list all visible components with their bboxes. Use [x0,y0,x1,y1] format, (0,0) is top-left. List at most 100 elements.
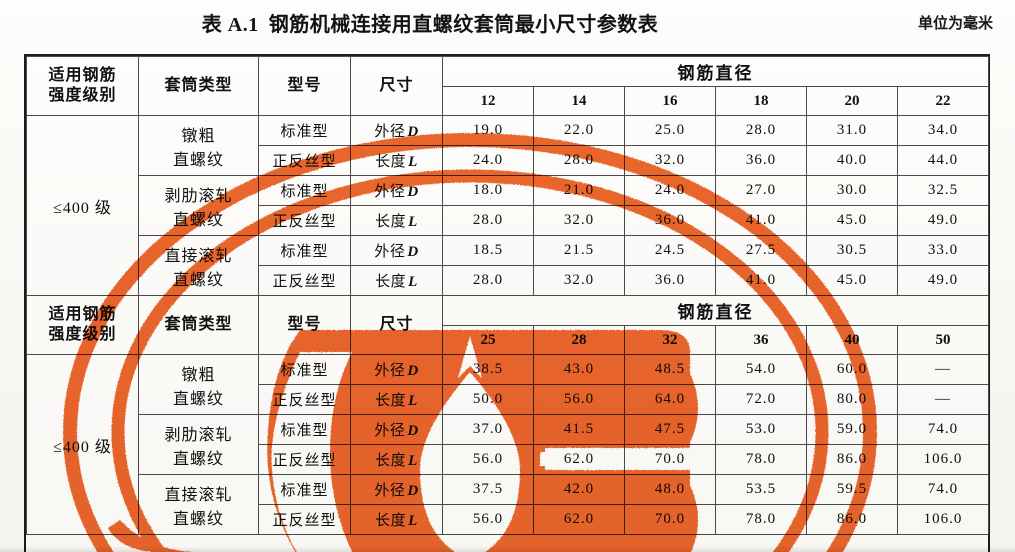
data-value: 54.0 [715,354,807,385]
data-value: 45.0 [806,265,898,296]
model-value: 标准型 [258,235,351,266]
sleeve-type-value: 镦粗 直螺纹 [138,354,259,415]
sleeve-type-line2: 直螺纹 [172,271,224,289]
table-row: 剥肋滚轧 直螺纹 标准型 外径 D 18.0 21.0 24.0 27.0 30.0 32.5 [27,175,990,236]
col-header-diameter-12: 12 [442,86,534,116]
sleeve-type-line1: 镦粗 [181,366,216,384]
data-value: 28.0 [533,145,625,176]
data-value: 28.0 [442,205,534,236]
dimension-label: 外径 [374,363,406,379]
dimension-value: 外径 D [350,175,443,206]
data-value: 22.0 [533,115,625,146]
table-row: ≤400 级镦粗 直螺纹 标准型 外径 D 19.0 22.0 25.0 28.0 31.0 34.… [26,115,990,296]
dimension-value: 长度 L [350,145,443,176]
sleeve-type-value: 剥肋滚轧 直螺纹 [138,414,259,475]
data-value: 41.5 [533,414,625,445]
data-value: 78.0 [715,504,807,535]
dimension-value: 外径 D [350,235,443,266]
data-value: 53.0 [715,414,807,445]
data-value: 70.0 [624,444,716,475]
data-value: 30.0 [806,175,898,206]
dimension-symbol: L [408,154,418,170]
dimension-symbol: L [408,393,418,409]
dimension-label: 长度 [375,274,407,290]
data-value: 37.0 [442,414,534,445]
data-value: 36.0 [624,265,716,296]
data-value: 37.5 [442,474,534,505]
data-value: 64.0 [624,384,716,415]
data-value: — [896,384,990,415]
table-header-row-top: 适用钢筋 强度级别 套筒类型 型号 尺寸 钢筋直径 [26,295,990,355]
table-row: 直接滚轧 直螺纹 标准型 外径 D 37.5 42.0 48.0 53.5 59.5 74.0 [27,474,990,535]
unit-note: 单位为毫米 [917,16,993,32]
col-header-grade-line1: 适用钢筋 [48,67,117,84]
dimension-label: 外径 [374,124,406,140]
sleeve-type-line2: 直螺纹 [172,390,224,408]
sleeve-type-line2: 直螺纹 [172,151,224,169]
table-row: ≤400 级镦粗 直螺纹 标准型 外径 D 38.5 43.0 48.5 54.0 60.0— [26,354,990,535]
data-value: 34.0 [896,115,990,146]
model-value: 正反丝型 [258,384,351,415]
dimension-symbol: D [407,363,419,379]
col-header-sleeve-type: 套筒类型 [138,56,259,116]
col-header-diameter-40: 40 [806,325,898,355]
col-header-diameter-16: 16 [624,86,716,116]
data-value: 86.0 [806,504,898,535]
model-value: 标准型 [258,115,351,146]
dimension-value: 长度 L [350,444,443,475]
sleeve-type-value: 镦粗 直螺纹 [138,115,259,176]
data-value: 106.0 [896,444,990,475]
data-value: 25.0 [624,115,716,146]
data-value: 24.5 [624,235,716,266]
col-header-dimension: 尺寸 [350,295,443,355]
data-value: 78.0 [715,444,807,475]
dimension-label: 外径 [374,423,406,439]
col-header-diameter-14: 14 [533,86,625,116]
data-value: 43.0 [533,354,625,385]
sleeve-type-value: 直接滚轧 直螺纹 [138,235,259,296]
col-header-diameter-group: 钢筋直径 [441,56,990,87]
data-value: 53.5 [715,474,807,505]
col-header-diameter-group: 钢筋直径 [441,295,990,326]
dimension-value: 长度 L [350,205,443,236]
table-title-text: 钢筋机械连接用直螺纹套筒最小尺寸参数表 [268,14,659,36]
table-body: 适用钢筋 强度级别 套筒类型 型号 尺寸 钢筋直径 12 14 16 18 20 22 ≤400 级镦粗… [26,56,990,535]
dimension-label: 外径 [374,184,406,200]
col-header-sleeve-type: 套筒类型 [138,295,259,355]
data-value: 21.0 [533,175,625,206]
data-value: 70.0 [624,504,716,535]
model-value: 正反丝型 [258,145,351,176]
data-value: 62.0 [533,444,625,475]
data-value: 38.5 [442,354,534,385]
dimension-value: 外径 D [350,115,443,146]
dimension-label: 长度 [375,393,407,409]
model-value: 正反丝型 [258,444,351,475]
sleeve-type-line1: 直接滚轧 [164,486,233,504]
table-row: 直接滚轧 直螺纹 标准型 外径 D 18.5 21.5 24.5 27.5 30.5 33.0 [27,235,990,296]
col-header-diameter-32: 32 [624,325,716,355]
sleeve-type-line1: 剥肋滚轧 [164,187,233,205]
col-header-grade-line2: 强度级别 [48,87,117,104]
dimension-label: 长度 [375,154,407,170]
dimension-symbol: D [407,184,419,200]
sleeve-type-line2: 直螺纹 [172,450,224,468]
col-header-diameter-25: 25 [442,325,534,355]
sleeve-type-line1: 直接滚轧 [164,247,233,265]
page-title: 表 A.1 钢筋机械连接用直螺纹套筒最小尺寸参数表 [0,8,860,37]
data-value: 56.0 [442,504,534,535]
dimension-label: 外径 [374,483,406,499]
dimension-value: 长度 L [350,265,443,296]
data-value: 32.5 [896,175,990,206]
dimension-label: 长度 [375,214,407,230]
data-value: 62.0 [533,504,625,535]
data-value: 24.0 [442,145,534,176]
col-header-diameter-18: 18 [715,86,807,116]
dimension-symbol: L [408,274,418,290]
data-value: 18.5 [442,235,534,266]
col-header-dimension: 尺寸 [350,56,443,116]
col-header-grade-line2: 强度级别 [48,326,117,343]
col-header-diameter-20: 20 [806,86,898,116]
model-value: 标准型 [258,414,351,445]
table-row: 剥肋滚轧 直螺纹 标准型 外径 D 37.0 41.5 47.5 53.0 59.0 74.0 [27,414,990,475]
dimension-symbol: L [408,214,418,230]
